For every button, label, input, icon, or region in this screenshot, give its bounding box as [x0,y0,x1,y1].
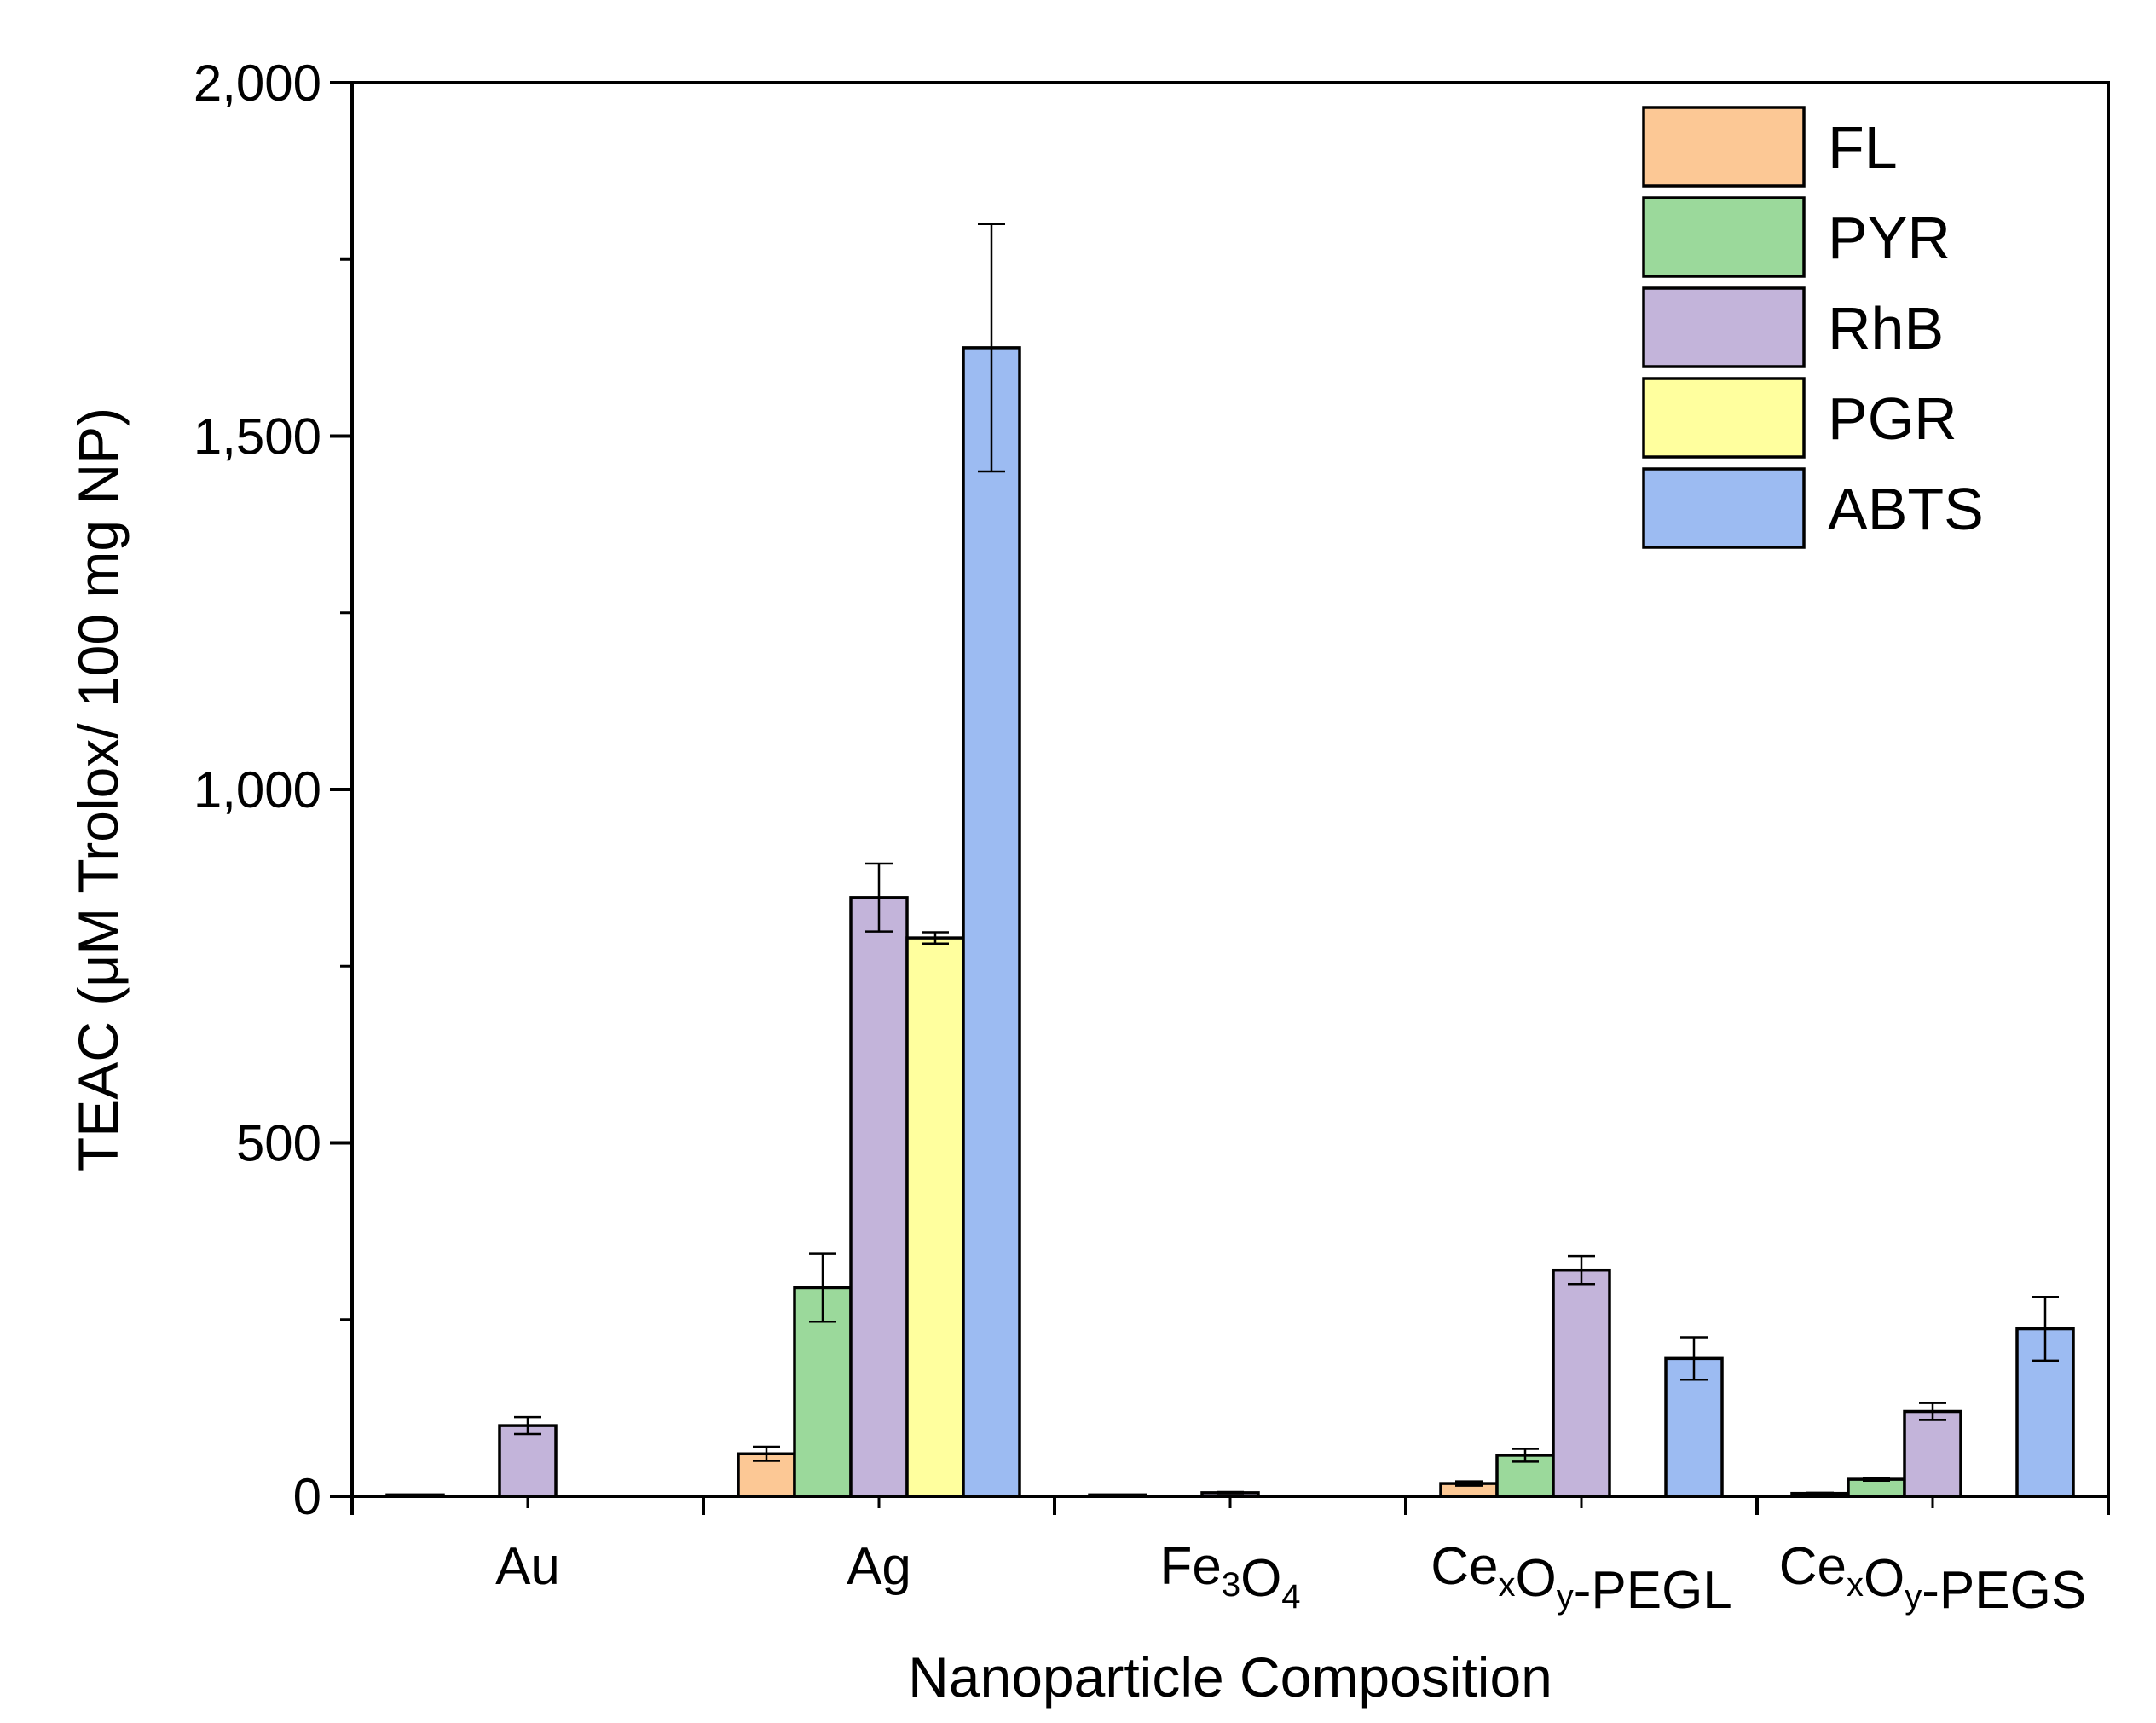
x-tick-label: CexOy-PEGS [1779,1537,2086,1620]
x-axis-title: Nanoparticle Composition [908,1645,1552,1709]
x-tick-label-part: Fe [1159,1537,1221,1596]
bar-fl-0 [385,1493,445,1498]
legend-swatch-abts [1642,467,1806,549]
y-tick-label: 500 [236,1115,321,1172]
legend-label-pyr: PYR [1828,205,1951,271]
bar-pyr-3 [1495,1454,1555,1498]
bar-rhb-1 [849,896,909,1498]
x-tick-label-part: 4 [1281,1578,1300,1616]
y-axis: 0 500 1,000 1,500 2,000 [194,55,352,1525]
bar-rhb-0 [498,1424,558,1498]
bar-rhb-3 [1552,1268,1611,1498]
x-tick-label-part: Ce [1779,1537,1847,1596]
x-tick-label-part: O [1864,1549,1905,1608]
x-tick-label-part: x [1847,1566,1864,1604]
error-bars [514,223,2059,1495]
legend-label-abts: ABTS [1828,476,1984,542]
bar-fl-2 [1088,1493,1147,1498]
bar-pyr-4 [1847,1477,1906,1498]
bar-abts-1 [962,346,1021,1498]
x-tick-label-part: O [1240,1549,1281,1608]
legend-swatch-fl [1642,106,1806,188]
bar-rhb-4 [1903,1409,1962,1498]
legend-swatch-pyr [1642,196,1806,278]
y-tick-label: 2,000 [194,55,321,112]
bar-pgr-1 [905,936,965,1498]
x-tick-label-part: y [1557,1578,1574,1616]
x-tick-label-part: -PEGS [1922,1561,2086,1620]
x-tick-label-part: -PEGL [1574,1561,1732,1620]
legend-swatch-rhb [1642,286,1806,368]
x-tick-label: Au [495,1537,560,1596]
x-tick-label: Fe3O4 [1159,1537,1300,1616]
legend-label-rhb: RhB [1828,295,1944,361]
x-tick-label-part: x [1498,1566,1515,1604]
x-tick-label-part: Ce [1431,1537,1498,1596]
bars [385,346,2075,1498]
x-tick-label-part: O [1515,1549,1556,1608]
legend-label-fl: FL [1828,114,1898,181]
x-tick-label: CexOy-PEGL [1431,1537,1732,1620]
y-tick-label: 1,500 [194,408,321,465]
legend-label-pgr: PGR [1828,385,1957,452]
x-tick-label-part: 3 [1222,1566,1240,1604]
legend-swatch-pgr [1642,377,1806,459]
y-tick-label: 0 [293,1468,321,1525]
x-tick-label: Ag [847,1537,911,1596]
y-tick-label: 1,000 [194,761,321,818]
x-tick-label-part: Au [495,1537,560,1596]
legend: FL PYR RhB PGR ABTS [1642,106,1984,549]
y-axis-title: TEAC (μM Trolox/ 100 mg NP) [66,408,130,1171]
x-tick-label-part: Ag [847,1537,911,1596]
x-tick-label-part: y [1905,1578,1922,1616]
